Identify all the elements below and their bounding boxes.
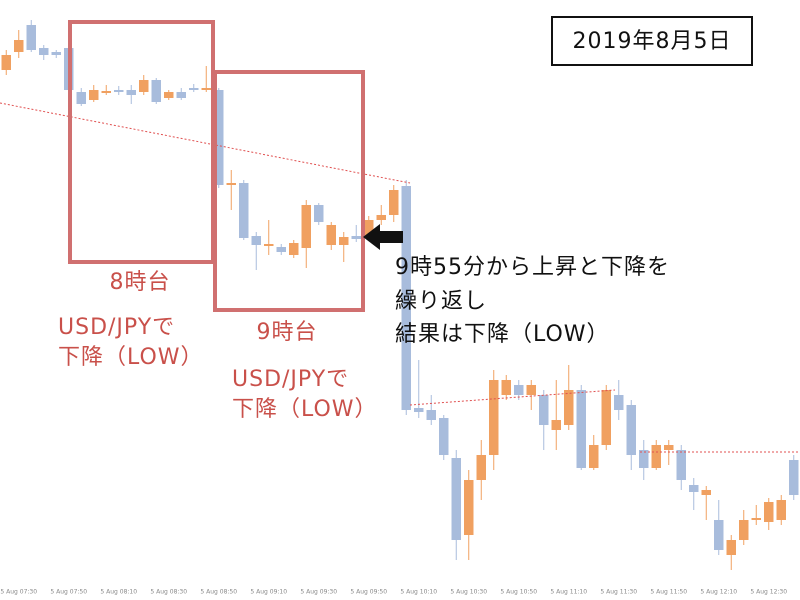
candle-body: [489, 380, 499, 455]
candle-body: [339, 237, 349, 245]
candle-body: [114, 90, 124, 92]
arrow: [363, 224, 403, 250]
candle-body: [126, 90, 136, 95]
candle-body: [501, 380, 511, 395]
candle-body: [251, 236, 261, 245]
highlight-box: [213, 70, 365, 312]
candle-body: [464, 480, 474, 535]
x-tick-label: 5 Aug 12:30: [750, 589, 787, 596]
annotation: USD/JPYで: [58, 315, 175, 340]
candle-body: [626, 405, 636, 455]
x-tick-label: 5 Aug 08:50: [200, 589, 237, 596]
candles: [1, 20, 799, 570]
x-tick-label: 5 Aug 09:30: [300, 589, 337, 596]
annotation: 9時台: [257, 320, 318, 345]
candle-body: [26, 25, 36, 50]
x-tick-label: 5 Aug 07:30: [0, 589, 37, 596]
candle-body: [564, 390, 574, 425]
candle-body: [376, 215, 386, 220]
candle-body: [576, 390, 586, 468]
candle-body: [589, 445, 599, 468]
candle-body: [289, 243, 299, 255]
candle-body: [439, 418, 449, 455]
annotation: 下降（LOW）: [232, 397, 378, 422]
candle-body: [789, 460, 799, 495]
x-tick-label: 5 Aug 09:50: [350, 589, 387, 596]
candle-body: [776, 500, 786, 520]
annotation: 繰り返し: [395, 289, 487, 314]
candle-body: [276, 247, 286, 252]
candle-body: [89, 90, 99, 100]
date-box: [551, 16, 753, 66]
annotation: 結果は下降（LOW）: [395, 322, 610, 347]
candle-body: [401, 186, 411, 410]
candle-body: [351, 236, 361, 239]
candle-body: [326, 225, 336, 245]
candle-body: [214, 90, 224, 185]
candle-body: [701, 490, 711, 495]
x-tick-label: 5 Aug 12:10: [700, 589, 737, 596]
candle-body: [176, 92, 186, 98]
candle-body: [676, 450, 686, 480]
x-tick-label: 5 Aug 11:10: [550, 589, 587, 596]
candle-body: [264, 244, 274, 246]
candle-body: [726, 540, 736, 555]
x-tick-label: 5 Aug 10:30: [450, 589, 487, 596]
x-tick-label: 5 Aug 08:30: [150, 589, 187, 596]
candle-body: [189, 88, 199, 90]
candle-body: [664, 445, 674, 450]
candle-body: [364, 220, 374, 238]
candle-body: [601, 390, 611, 445]
candle-body: [751, 518, 761, 520]
candle-body: [51, 52, 61, 55]
date: 2019年8月5日: [573, 29, 732, 54]
candle-body: [139, 80, 149, 92]
annotation: USD/JPYで: [232, 367, 349, 392]
x-tick-label: 5 Aug 11:30: [600, 589, 637, 596]
candle-body: [314, 205, 324, 222]
candle-body: [14, 40, 24, 52]
candle-body: [164, 92, 174, 98]
candle-body: [414, 408, 424, 412]
x-tick-label: 5 Aug 10:50: [500, 589, 537, 596]
candle-body: [551, 420, 561, 430]
x-tick-label: 5 Aug 10:10: [400, 589, 437, 596]
candle-body: [639, 450, 649, 468]
candle-body: [226, 183, 236, 185]
annotation: 8時台: [110, 270, 171, 295]
x-tick-label: 5 Aug 08:10: [100, 589, 137, 596]
candle-body: [689, 485, 699, 492]
candle-body: [389, 190, 399, 215]
candle-body: [426, 410, 436, 420]
candle-body: [651, 445, 661, 468]
candle-body: [201, 88, 211, 90]
x-tick-label: 5 Aug 11:50: [650, 589, 687, 596]
candle-body: [739, 520, 749, 540]
candle-body: [39, 48, 49, 55]
candle-body: [451, 458, 461, 540]
candle-body: [526, 385, 536, 395]
x-tick-label: 5 Aug 09:10: [250, 589, 287, 596]
candle-body: [539, 395, 549, 425]
x-tick-label: 5 Aug 07:50: [50, 589, 87, 596]
highlight-box: [68, 20, 215, 264]
candle-body: [151, 80, 161, 102]
candle-body: [76, 92, 86, 104]
candle-body: [301, 205, 311, 248]
candle-body: [714, 520, 724, 550]
candle-body: [514, 385, 524, 395]
annotation: 下降（LOW）: [58, 345, 204, 370]
candle-body: [476, 455, 486, 480]
annotation: 9時55分から上昇と下降を: [395, 255, 670, 280]
candle-body: [1, 55, 11, 70]
trend-line: [0, 102, 411, 184]
candle-body: [239, 183, 249, 238]
candle-body: [764, 502, 774, 522]
candle-body: [614, 395, 624, 410]
candle-body: [101, 91, 111, 93]
